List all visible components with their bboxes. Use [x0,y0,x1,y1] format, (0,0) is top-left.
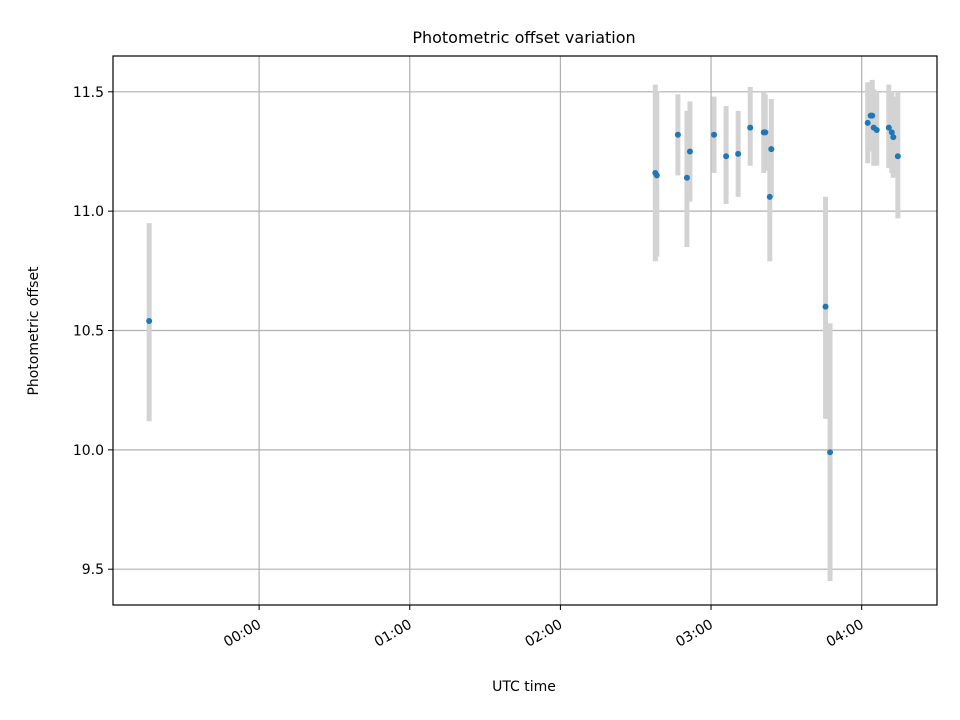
x-tick-label: 01:00 [372,617,415,651]
data-point [747,124,754,131]
data-point [822,303,829,310]
data-point [766,193,773,200]
data-point [894,153,901,160]
data-point [653,172,660,179]
data-point [827,449,834,456]
y-tick-label: 11.5 [73,85,104,101]
data-point [683,174,690,181]
data-point [885,124,892,131]
data-point [869,112,876,119]
x-axis-ticks: 00:00 01:00 02:00 03:00 04:00 [221,605,867,651]
data-point [146,317,153,324]
y-tick-label: 11.0 [73,204,104,220]
x-tick-label: 04:00 [824,617,867,651]
y-axis-label: Photometric offset [26,266,42,396]
y-tick-label: 9.5 [82,562,104,578]
x-tick-label: 00:00 [221,617,264,651]
data-point [674,131,681,138]
data-point [888,129,895,136]
data-point [686,148,693,155]
x-tick-label: 03:00 [673,617,716,651]
y-axis-ticks: 9.5 10.0 10.5 11.0 11.5 [73,85,113,578]
data-point [864,119,871,126]
data-point [735,150,742,157]
data-points [146,112,901,456]
data-point [723,153,730,160]
data-point [768,146,775,153]
x-axis-label: UTC time [492,679,556,695]
y-tick-label: 10.0 [73,443,104,459]
data-point [762,129,769,136]
y-tick-label: 10.5 [73,324,104,340]
chart-title: Photometric offset variation [412,28,635,47]
data-point [711,131,718,138]
x-tick-label: 02:00 [522,617,565,651]
grid [113,56,937,605]
data-point [873,126,880,133]
data-point [890,134,897,141]
